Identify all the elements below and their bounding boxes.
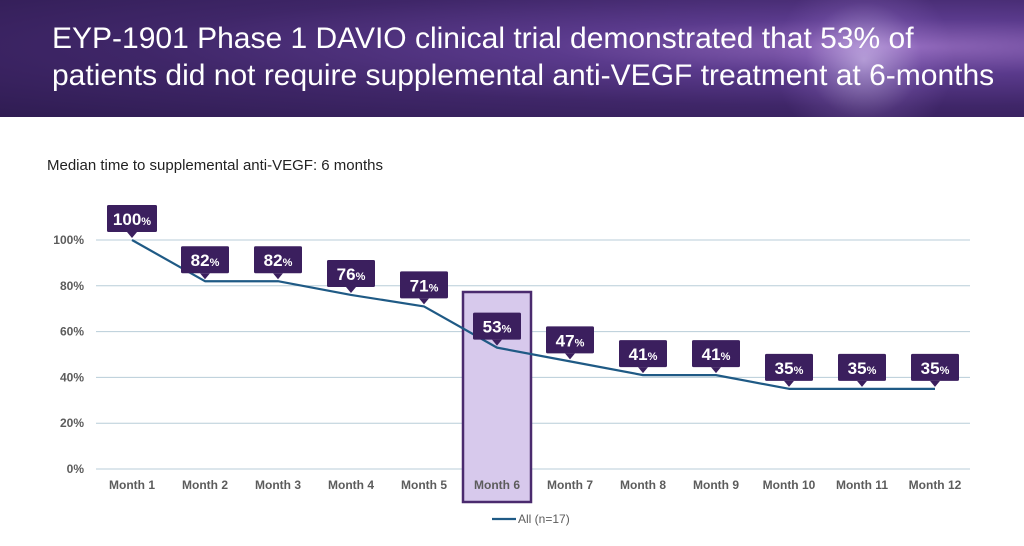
data-label-pointer xyxy=(200,273,210,280)
x-tick-label: Month 12 xyxy=(909,478,962,492)
y-axis-ticks: 0% 20% 40% 60% 80% 100% xyxy=(53,233,84,476)
x-tick-label: Month 4 xyxy=(328,478,374,492)
y-tick-label: 60% xyxy=(60,325,84,339)
data-label-pointer xyxy=(346,286,356,293)
data-label-text: 82% xyxy=(191,251,220,270)
data-label-text: 47% xyxy=(556,331,585,350)
x-tick-label: Month 7 xyxy=(547,478,593,492)
data-label-box xyxy=(107,205,157,232)
data-label-pointer xyxy=(127,232,137,238)
x-axis-ticks: Month 1 Month 2 Month 3 Month 4 Month 5 Month… xyxy=(109,478,962,492)
page-title: EYP-1901 Phase 1 DAVIO clinical trial de… xyxy=(52,22,995,92)
data-label-box xyxy=(838,353,886,381)
y-tick-label: 80% xyxy=(60,279,84,293)
data-label-callout: 53% xyxy=(473,312,521,346)
x-tick-label: Month 11 xyxy=(836,478,888,492)
data-label-box xyxy=(327,259,375,287)
data-label-pointer xyxy=(711,367,721,374)
data-label-box xyxy=(473,312,521,340)
data-label-callout: 41% xyxy=(619,340,667,374)
data-label-pointer xyxy=(930,380,940,387)
data-label-text: 35% xyxy=(848,359,877,378)
gridlines xyxy=(96,239,970,470)
data-label-text: 35% xyxy=(921,359,950,378)
data-label-pointer xyxy=(638,367,648,374)
data-label-box xyxy=(546,326,594,354)
data-label-callout: 76% xyxy=(327,259,375,293)
data-label-callout: 82% xyxy=(254,246,302,280)
x-tick-label: Month 5 xyxy=(401,478,447,492)
data-label-text: 82% xyxy=(264,251,293,270)
data-label-callout: 35% xyxy=(765,353,813,387)
data-label-pointer xyxy=(784,380,794,387)
x-tick-label: Month 3 xyxy=(255,478,301,492)
data-label-callout: 71% xyxy=(400,271,448,305)
chart-subtitle: Median time to supplemental anti-VEGF: 6… xyxy=(47,157,383,174)
data-label-text: 41% xyxy=(702,345,731,364)
y-tick-label: 100% xyxy=(53,233,84,247)
data-label-callout: 100% xyxy=(107,205,157,238)
x-tick-label: Month 6 xyxy=(474,478,520,492)
x-tick-label: Month 9 xyxy=(693,478,739,492)
x-tick-label: Month 1 xyxy=(109,478,155,492)
data-label-text: 71% xyxy=(410,276,439,295)
data-label-callout: 35% xyxy=(838,353,886,387)
data-label-box xyxy=(254,246,302,274)
title-banner: EYP-1901 Phase 1 DAVIO clinical trial de… xyxy=(0,0,1024,117)
data-label-text: 76% xyxy=(337,265,366,284)
y-tick-label: 0% xyxy=(67,462,85,476)
data-label-pointer xyxy=(419,298,429,305)
x-tick-label: Month 10 xyxy=(763,478,816,492)
data-label-callout: 82% xyxy=(181,246,229,280)
data-label-callout: 41% xyxy=(692,340,740,374)
data-label-pointer xyxy=(857,380,867,387)
series-line-layer xyxy=(131,239,936,390)
data-label-callout: 35% xyxy=(911,353,959,387)
legend: All (n=17) xyxy=(492,512,570,526)
data-label-pointer xyxy=(565,353,575,360)
data-label-text: 100% xyxy=(113,210,151,229)
data-label-text: 35% xyxy=(775,359,804,378)
data-label-box xyxy=(181,246,229,274)
series-line xyxy=(131,239,935,390)
x-tick-label: Month 2 xyxy=(182,478,228,492)
data-label-pointer xyxy=(492,339,502,346)
data-label-box xyxy=(911,353,959,381)
y-tick-label: 20% xyxy=(60,416,84,430)
data-label-box xyxy=(619,340,667,368)
data-label-text: 41% xyxy=(629,345,658,364)
data-label-box xyxy=(692,340,740,368)
y-tick-label: 40% xyxy=(60,370,84,384)
data-label-box xyxy=(400,271,448,299)
banner-glow xyxy=(764,0,964,117)
data-labels: 100% 82% 82% 76% 71% 53% 47% 41% 41% 35% 35% 35% xyxy=(107,205,959,387)
data-label-callout: 47% xyxy=(546,326,594,360)
data-label-text: 53% xyxy=(483,318,512,337)
data-label-pointer xyxy=(273,273,283,280)
x-tick-label: Month 8 xyxy=(620,478,666,492)
data-label-box xyxy=(765,353,813,381)
legend-label: All (n=17) xyxy=(518,512,570,526)
